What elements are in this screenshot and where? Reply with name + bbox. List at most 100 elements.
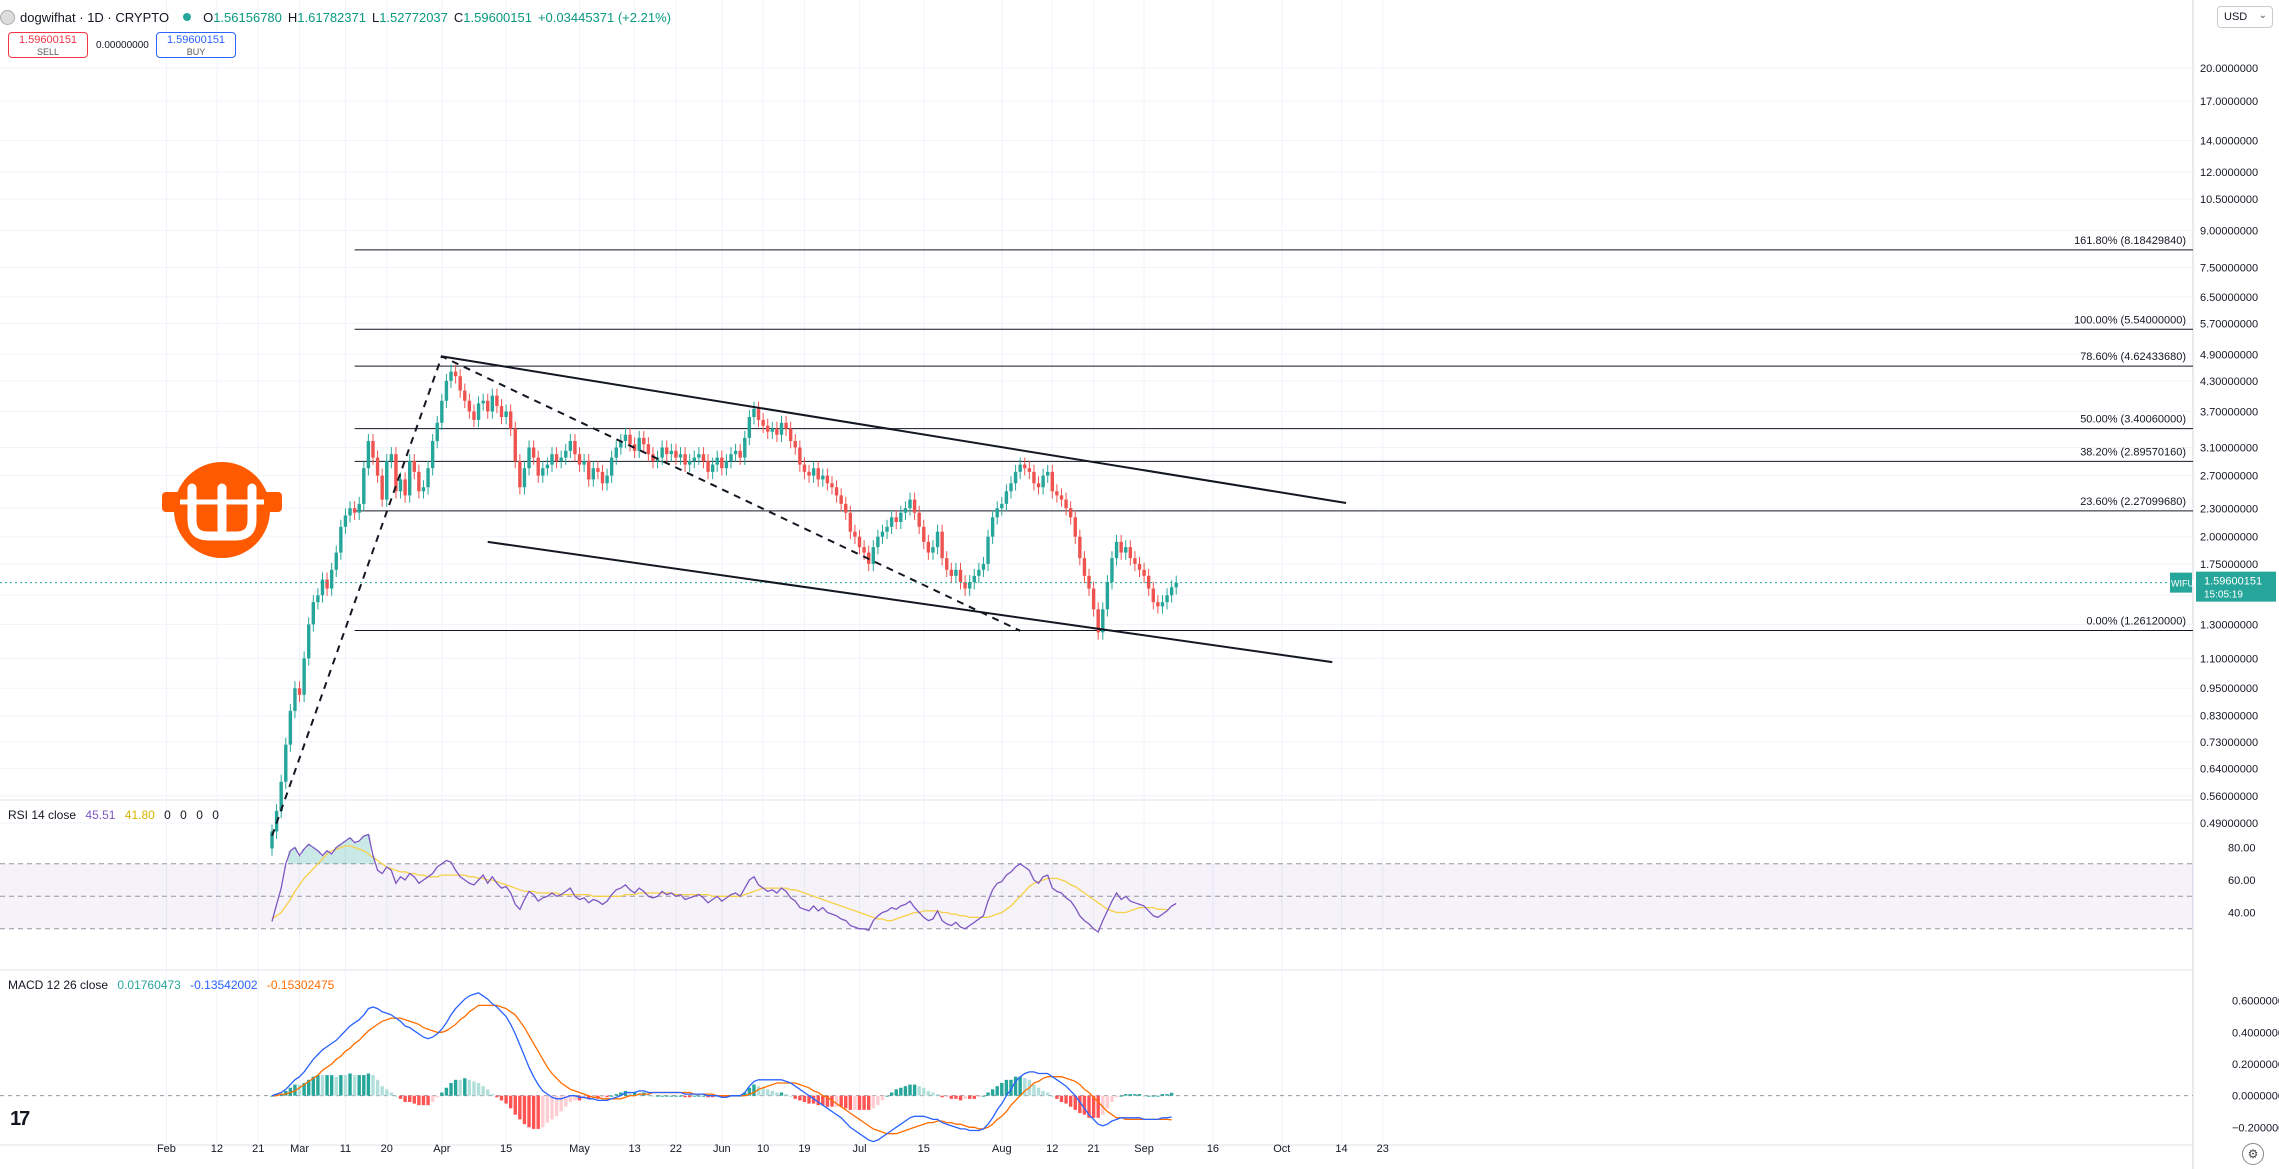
macd-hist-bar bbox=[825, 1095, 830, 1107]
sell-price: 1.59600151 bbox=[18, 34, 78, 46]
candle-body bbox=[398, 479, 403, 492]
macd-hist-bar bbox=[1105, 1095, 1110, 1109]
candle-body bbox=[834, 487, 839, 496]
candle-body bbox=[472, 411, 476, 420]
candle-body bbox=[412, 461, 416, 472]
y-tick-label: 3.10000000 bbox=[2200, 442, 2258, 454]
candle-body bbox=[710, 464, 715, 472]
candle-body bbox=[1000, 503, 1004, 509]
trade-panel: 1.59600151 SELL 0.00000000 1.59600151 BU… bbox=[8, 32, 236, 58]
candle-body bbox=[1018, 464, 1022, 472]
last-price-tag-bg bbox=[2196, 571, 2276, 602]
candle-body bbox=[733, 450, 738, 455]
buy-price: 1.59600151 bbox=[166, 34, 226, 46]
macd-hist-bar bbox=[885, 1095, 889, 1097]
x-tick-label: Mar bbox=[290, 1143, 309, 1155]
macd-hist-bar bbox=[1119, 1095, 1123, 1097]
candle-body bbox=[1114, 541, 1119, 559]
macd-hist-bar bbox=[453, 1079, 458, 1096]
candle-body bbox=[747, 417, 752, 438]
macd-hist-bar bbox=[1169, 1092, 1174, 1096]
candle-body bbox=[949, 569, 954, 576]
candle-body bbox=[559, 457, 563, 462]
candle-body bbox=[986, 536, 990, 564]
macd-hist-bar bbox=[926, 1090, 931, 1096]
candle-body bbox=[908, 499, 912, 509]
low-value: 1.52772037 bbox=[379, 9, 448, 25]
candle-body bbox=[683, 454, 687, 465]
macd-hist-bar bbox=[756, 1086, 761, 1096]
macd-hist-bar bbox=[302, 1083, 306, 1096]
x-tick-label: 12 bbox=[1046, 1143, 1058, 1155]
macd-hist-bar bbox=[403, 1095, 407, 1102]
macd-hist-bar bbox=[912, 1084, 917, 1096]
macd-hist-bar bbox=[1050, 1095, 1054, 1097]
macd-hist-bar bbox=[591, 1095, 595, 1098]
macd-hist-bar bbox=[518, 1095, 522, 1120]
settings-gear-icon[interactable]: ⚙ bbox=[2242, 1143, 2264, 1165]
candle-body bbox=[779, 422, 784, 435]
candle-body bbox=[646, 444, 651, 455]
candle-body bbox=[720, 457, 724, 469]
macd-hist-bar bbox=[1165, 1094, 1169, 1096]
macd-signal-value: -0.15302475 bbox=[266, 978, 335, 992]
macd-legend[interactable]: MACD 12 26 close 0.01760473 -0.13542002 … bbox=[8, 978, 340, 992]
candle-body bbox=[279, 781, 283, 811]
candle-body bbox=[784, 422, 788, 429]
fib-level-label: 50.00% (3.40060000) bbox=[2080, 414, 2186, 426]
candle-body bbox=[770, 428, 775, 432]
candle-body bbox=[1096, 609, 1100, 633]
candle-body bbox=[766, 425, 770, 432]
y-tick-label: 2.00000000 bbox=[2200, 532, 2258, 544]
candle-body bbox=[793, 441, 797, 448]
sell-button[interactable]: 1.59600151 SELL bbox=[8, 32, 88, 58]
candle-body bbox=[545, 464, 550, 469]
macd-hist-bar bbox=[320, 1075, 325, 1096]
candle-body bbox=[614, 447, 618, 458]
candle-body bbox=[862, 547, 866, 553]
candle-body bbox=[334, 552, 338, 570]
macd-hist-bar bbox=[1160, 1094, 1165, 1096]
trend-lines[interactable] bbox=[271, 355, 1347, 837]
fibonacci-levels[interactable]: 161.80% (8.18429840) 100.00% (5.54000000)… bbox=[354, 235, 2193, 632]
rsi-band bbox=[0, 863, 2193, 930]
symbol-title[interactable]: dogwifhat · 1D · CRYPTO bbox=[20, 9, 170, 25]
rsi-overbought-fill bbox=[288, 834, 376, 864]
candle-body bbox=[352, 508, 357, 513]
candle-body bbox=[453, 371, 458, 377]
candle-body bbox=[522, 468, 527, 488]
candle-body bbox=[486, 400, 490, 412]
macd-hist-bar bbox=[1146, 1095, 1151, 1097]
currency-select[interactable]: USD ⌄ bbox=[2217, 6, 2273, 28]
candle-body bbox=[1151, 588, 1155, 603]
macd-hist-bar bbox=[1114, 1095, 1119, 1098]
candle-body bbox=[288, 710, 293, 745]
macd-hist-bar bbox=[802, 1095, 807, 1102]
candle-body bbox=[426, 468, 430, 488]
macd-hist-bar bbox=[1096, 1095, 1100, 1118]
tradingview-logo-icon[interactable]: 17 bbox=[10, 1108, 30, 1130]
candle-body bbox=[504, 411, 508, 418]
candle-body bbox=[990, 517, 995, 537]
axes: Feb 12 21 Mar 11 20 Apr 15 May 13 22 Jun 10 19 Jul 15 Au… bbox=[157, 63, 2279, 1155]
macd-hist-bar bbox=[917, 1086, 921, 1096]
y-tick-label: 1.75000000 bbox=[2200, 559, 2258, 571]
macd-hist-bar bbox=[821, 1095, 825, 1106]
macd-hist-bar bbox=[811, 1095, 816, 1104]
rsi-legend[interactable]: RSI 14 close 45.51 41.80 0 0 0 0 bbox=[8, 808, 225, 822]
candle-body bbox=[518, 461, 522, 488]
change-value: +0.03445371 (+2.21%) bbox=[537, 9, 671, 25]
candle-body bbox=[1032, 471, 1036, 484]
macd-hist-bar bbox=[417, 1095, 421, 1106]
x-tick-label: 15 bbox=[500, 1143, 512, 1155]
candle-body bbox=[981, 563, 986, 570]
macd-hist-bar bbox=[963, 1095, 967, 1099]
candle-body bbox=[564, 450, 568, 458]
macd-hist-bar bbox=[674, 1095, 678, 1097]
macd-hist-bar bbox=[1041, 1090, 1045, 1096]
candle-body bbox=[417, 471, 421, 492]
candle-body bbox=[481, 400, 485, 404]
buy-button[interactable]: 1.59600151 BUY bbox=[156, 32, 236, 58]
